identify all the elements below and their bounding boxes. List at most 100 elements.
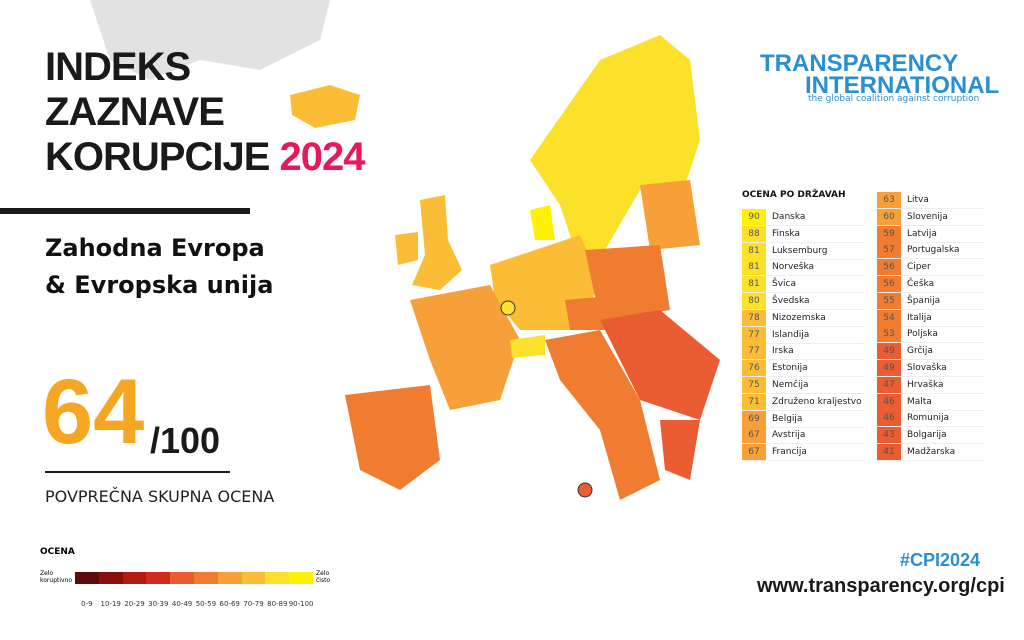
table-row: 80 Švedska: [742, 293, 865, 310]
score-cell: 81: [742, 259, 766, 276]
table-row: 49 Slovaška: [877, 360, 985, 377]
score-cell: 71: [742, 393, 766, 410]
table-row: 46 Malta: [877, 393, 985, 411]
table-row: 47 Hrvaška: [877, 376, 985, 394]
score-cell: 77: [742, 326, 766, 343]
country-name: Islandija: [772, 329, 810, 340]
country-name: Finska: [772, 228, 800, 239]
country-name: Latvija: [907, 228, 937, 239]
country-name: Nemčija: [772, 380, 809, 390]
table-row: 57 Portugalska: [877, 242, 985, 260]
scale-bin-label: 50-59: [195, 600, 217, 608]
hashtag: #CPI2024: [900, 550, 981, 570]
scale-bin: [217, 572, 243, 584]
score-cell: 53: [877, 326, 901, 343]
scale-bin-label: 90-100: [288, 600, 314, 608]
url: www.transparency.org/cpi: [757, 575, 1005, 597]
average-score: 64: [42, 361, 145, 463]
table-row: 43 Bolgarija: [877, 427, 985, 445]
divider: [45, 471, 230, 473]
scale-bin: [98, 572, 124, 584]
scale-bin-label: 20-29: [124, 600, 145, 608]
scale-bin-label: 30-39: [148, 600, 169, 608]
country-name: Švica: [772, 279, 797, 290]
country-name: Švedska: [772, 296, 810, 306]
score-cell: 78: [742, 309, 766, 326]
scale-bin: [265, 572, 290, 584]
table-row: 56 Češka: [877, 276, 985, 293]
table-row: 81 Švica: [742, 276, 865, 294]
scale-bin-label: 40-49: [171, 600, 193, 608]
table-row: 67 Francija: [742, 444, 865, 462]
title-text: KORUPCIJE: [45, 135, 270, 179]
country-name: Hrvaška: [907, 379, 944, 390]
score-cell: 47: [877, 376, 901, 393]
logo-line: TRANSPARENCY: [760, 50, 959, 77]
score-cell: 49: [877, 343, 901, 360]
table-row: 59 Latvija: [877, 225, 985, 243]
score-cell: 59: [877, 225, 901, 242]
scale-bin: [75, 572, 100, 584]
title-line: KORUPCIJE 2024: [45, 135, 365, 180]
country-name: Grčija: [907, 346, 933, 357]
table-row: 46 Romunija: [877, 410, 985, 428]
country-name: Ciper: [907, 262, 931, 273]
score-cell: 75: [742, 377, 766, 393]
score-cell: 54: [877, 309, 901, 326]
country-name: Francija: [772, 447, 807, 458]
country-name: Poljska: [907, 329, 938, 340]
score-cell: 67: [742, 444, 766, 461]
table-row: 67 Avstrija: [742, 427, 865, 445]
table-row: 78 Nizozemska: [742, 309, 865, 327]
country-name: Norveška: [772, 262, 815, 273]
scale-bin: [122, 572, 147, 584]
table-row: 41 Madžarska: [877, 444, 985, 461]
country-name: Italija: [907, 312, 932, 323]
score-cell: 81: [742, 276, 766, 293]
score-cell: 60: [877, 208, 901, 225]
divider: [0, 208, 250, 214]
score-cell: 46: [877, 410, 901, 427]
average-label: POVPREČNA SKUPNA OCENA: [45, 487, 275, 506]
average-out-of: /100: [150, 420, 221, 461]
score-cell: 88: [742, 225, 766, 242]
country-name: Danska: [772, 212, 806, 222]
country-name: Avstrija: [772, 430, 806, 441]
score-cell: 63: [877, 192, 901, 208]
score-cell: 76: [742, 360, 766, 377]
table-row: 56 Ciper: [877, 259, 985, 277]
score-cell: 57: [877, 242, 901, 259]
scale-bin-label: 10-19: [100, 600, 121, 608]
score-cell: 69: [742, 410, 766, 427]
score-cell: 43: [877, 427, 901, 444]
table-row: 75 Nemčija: [742, 377, 865, 394]
scale-bin: [170, 572, 195, 584]
country-name: Bolgarija: [907, 430, 947, 441]
table-row: 55 Španija: [877, 292, 985, 310]
country-name: Slovaška: [907, 363, 947, 373]
subtitle: & Evropska unija: [45, 271, 274, 299]
table-row: 88 Finska: [742, 225, 865, 243]
score-cell: 55: [877, 292, 901, 309]
table-row: 71 Združeno kraljestvo: [742, 393, 865, 411]
logo-line: INTERNATIONAL: [805, 72, 1000, 99]
table-row: 63 Litva: [877, 192, 985, 209]
table-row: 49 Grčija: [877, 343, 985, 361]
score-cell: 90: [742, 209, 766, 225]
country-name: Luksemburg: [772, 245, 828, 256]
scale-bin: [241, 572, 266, 584]
score-cell: 77: [742, 343, 766, 360]
table-row: 60 Slovenija: [877, 208, 985, 226]
scale-bin: [146, 572, 171, 584]
table-row: 81 Norveška: [742, 259, 865, 277]
subtitle: Zahodna Evropa: [45, 234, 265, 262]
table-row: 81 Luksemburg: [742, 242, 865, 260]
table-row: 76 Estonija: [742, 360, 865, 378]
title-year: 2024: [279, 135, 366, 179]
table-row: 54 Italija: [877, 309, 985, 327]
country-name: Malta: [907, 396, 932, 407]
country-name: Estonija: [772, 363, 808, 374]
score-cell: 67: [742, 427, 766, 444]
scale-bin-label: 70-79: [243, 600, 264, 608]
